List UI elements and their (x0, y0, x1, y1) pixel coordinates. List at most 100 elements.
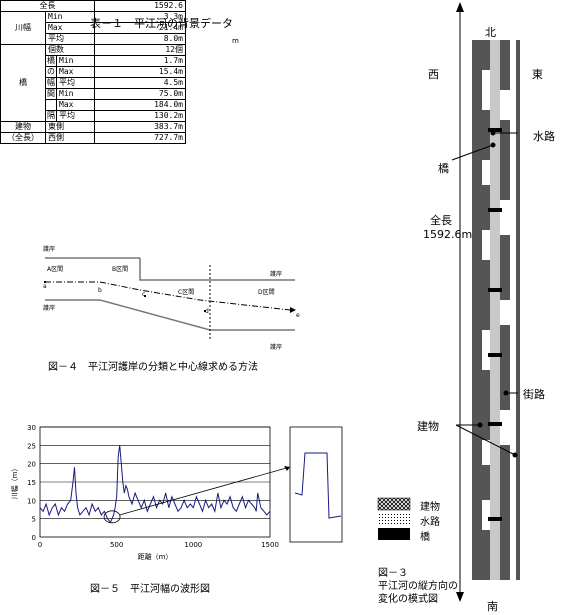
fig4-wall-br: 護岸 (270, 344, 283, 351)
table1-unit: m (232, 37, 239, 45)
fig4-section-a: A区間 (47, 266, 64, 273)
bridge-width-char-1: 橋 (47, 56, 57, 66)
legend-bridge-swatch (378, 528, 410, 540)
bridge-interval-cell-3: 隔平均 (45, 110, 95, 122)
fig4-point-a: a (43, 283, 47, 290)
fig4-point-e: e (296, 312, 300, 319)
west-label: 西 (428, 68, 439, 81)
fig5-caption: 図－５ 平江河幅の波形図 (90, 584, 210, 595)
river-width-min-label: Min (45, 11, 95, 23)
river-width-avg-value: 8.0m (94, 33, 186, 45)
fig3-caption-3: 変化の模式図 (378, 594, 438, 605)
south-arrow-head (456, 592, 464, 602)
bridge-width-cell-2: の Max (45, 66, 95, 78)
bridge-width-max-value: 15.4m (94, 66, 186, 78)
fig4-diagram (44, 257, 296, 340)
fig4-caption: 図－４ 平江河護岸の分類と中心線求める方法 (48, 362, 258, 373)
building-pointer-2 (455, 424, 516, 456)
bridge-interval-char-2: 隔 (47, 111, 57, 121)
street-label: 街路 (523, 388, 545, 401)
pt-a (44, 281, 46, 283)
building-east-label: 東側 (45, 121, 95, 133)
bridge-count-value: 12個 (94, 44, 186, 56)
fig4-point-b: b (98, 287, 102, 294)
street-gap (510, 40, 516, 580)
y-tick-label-2: 10 (27, 497, 36, 505)
bridge-interval-avg-label: 平均 (59, 111, 75, 120)
building-blocks (482, 70, 510, 530)
bridge-width-cell-3: 幅平均 (45, 77, 95, 89)
y-tick-label-3: 15 (27, 479, 36, 487)
fig4-section-c: C区間 (178, 289, 195, 296)
zoom-circle (103, 510, 121, 524)
background-data-table: 全長 1592.6 川幅 Min 3.3m Max 21.4m 平均 8.0m … (0, 0, 186, 144)
pt-c (144, 295, 146, 297)
bridge-label-fig3: 橋 (438, 162, 449, 175)
total-length-label-fig3: 全長 (430, 214, 452, 227)
building-west-value: 727.7m (94, 132, 186, 144)
south-label: 南 (487, 600, 498, 613)
wall-top-b (139, 258, 295, 281)
building-east-value: 383.7m (94, 121, 186, 133)
zoom-inset-box (289, 426, 343, 543)
zoom-pointer-arrow (284, 466, 290, 471)
canal-label: 水路 (533, 130, 555, 143)
x-tick-label-2: 1000 (184, 541, 202, 549)
table1-title: 表－１ 平江河の背景データ (90, 17, 233, 30)
fig4-point-c: c (142, 291, 146, 298)
centerline (45, 281, 291, 311)
river-width-series-line (39, 445, 271, 524)
building-total-label: （全長） (0, 132, 46, 144)
bridge-width-max-label: Max (59, 67, 74, 76)
building-label: 建物 (0, 121, 46, 133)
total-length-value-fig3: 1592.6m (423, 228, 473, 241)
building-west-label: 西側 (45, 132, 95, 144)
bridge-interval-max-label: Max (59, 100, 74, 109)
fig4-section-b: B区間 (112, 266, 129, 273)
bridge-width-avg-label: 平均 (59, 78, 75, 87)
fig5-chart: 0 5 10 15 20 25 30 0 500 1000 1500 距離（m） 川幅（m） (10, 424, 343, 561)
fig3-caption-1: 図－３ (378, 568, 408, 579)
bridge-width-min-value: 1.7m (94, 55, 186, 67)
bridge-width-cell: 橋 Min (45, 55, 95, 67)
river-width-max-label: Max (45, 22, 95, 34)
fig4-wall-tl: 護岸 (43, 246, 56, 253)
legend-canal-swatch (378, 513, 410, 525)
y-axis-label: 川幅（m） (10, 465, 19, 500)
bridge-width-char-2: の (47, 67, 57, 77)
x-tick-label-1: 500 (110, 541, 123, 549)
bridge-interval-min-value: 75.0m (94, 88, 186, 100)
x-tick-label-3: 1500 (261, 541, 279, 549)
fig4-point-d: d (205, 308, 209, 315)
total-length-label: 全長 (0, 0, 95, 12)
y-tick-label-4: 20 (27, 461, 36, 469)
bridge-interval-max-value: 184.0m (94, 99, 186, 111)
bridge-interval-avg-value: 130.2m (94, 110, 186, 122)
bridge-interval-blank (46, 100, 57, 110)
centerline-arrow (290, 307, 296, 313)
bridge-interval-cell: 間 Min (45, 88, 95, 100)
y-tick-label-6: 30 (27, 424, 36, 432)
bridge-label: 橋 (0, 44, 46, 122)
fig4-section-d: D区間 (258, 289, 275, 296)
fig4-wall-bl: 護岸 (43, 305, 56, 312)
bridge-interval-cell-2: Max (45, 99, 95, 111)
fig3-diagram (377, 2, 520, 602)
legend-bridge-label: 橋 (420, 532, 430, 543)
zoom-inset-line (294, 452, 342, 519)
x-axis-label: 距離（m） (138, 552, 173, 561)
bridge-interval-min-label: Min (59, 89, 74, 98)
bridge-width-char-3: 幅 (47, 78, 57, 88)
east-label: 東 (532, 68, 543, 81)
y-tick-label-5: 25 (27, 442, 36, 450)
y-tick-label-1: 5 (32, 516, 36, 524)
river-width-avg-label: 平均 (45, 33, 95, 45)
total-length-value: 1592.6 (94, 0, 186, 12)
fig4-wall-tr: 護岸 (270, 271, 283, 278)
bridge-marks (488, 128, 502, 521)
zoom-pointer-line (119, 466, 291, 516)
fig3-caption-2: 平江河の縦方向の (378, 581, 458, 592)
north-arrow-head (456, 2, 464, 12)
legend-canal-label: 水路 (420, 517, 440, 528)
pt-d (204, 310, 206, 312)
